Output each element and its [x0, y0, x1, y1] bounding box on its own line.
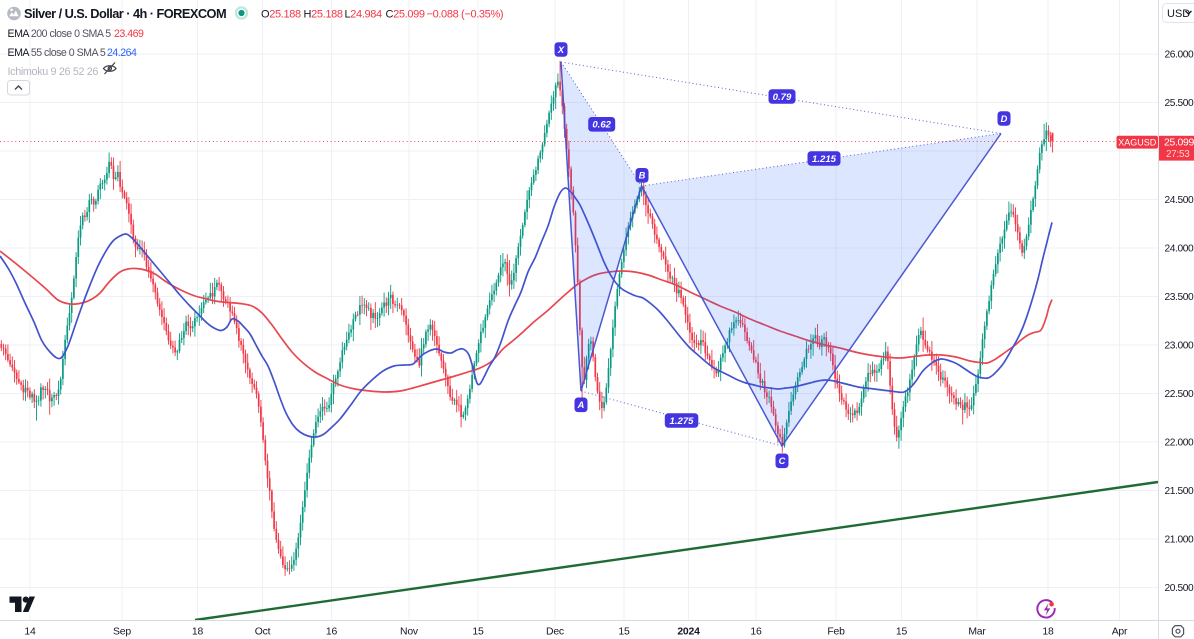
svg-text:16: 16 [750, 627, 762, 638]
svg-text:−0.088 (−0.35%): −0.088 (−0.35%) [427, 8, 504, 20]
svg-text:25.500: 25.500 [1165, 98, 1194, 109]
svg-text:O25.188: O25.188 [261, 8, 301, 20]
svg-text:24.500: 24.500 [1165, 195, 1194, 206]
svg-text:Mar: Mar [968, 627, 986, 638]
svg-text:Ichimoku 9 26 52 26: Ichimoku 9 26 52 26 [8, 66, 99, 78]
svg-text:21.500: 21.500 [1165, 486, 1194, 497]
svg-text:14: 14 [24, 627, 36, 638]
svg-text:22.500: 22.500 [1165, 389, 1194, 400]
svg-text:15: 15 [472, 627, 484, 638]
svg-text:EMA 200 close 0 SMA 5: EMA 200 close 0 SMA 5 [8, 28, 112, 40]
svg-text:H25.188: H25.188 [304, 8, 343, 20]
svg-text:23.469: 23.469 [114, 28, 144, 40]
svg-text:C25.099: C25.099 [386, 8, 425, 20]
svg-text:15: 15 [618, 627, 630, 638]
svg-text:16: 16 [326, 627, 338, 638]
svg-text:0.62: 0.62 [592, 120, 611, 131]
svg-text:Sep: Sep [113, 627, 131, 638]
svg-text:0.79: 0.79 [773, 92, 792, 103]
svg-text:2024: 2024 [677, 627, 700, 638]
svg-text:24.264: 24.264 [107, 47, 137, 59]
svg-text:18: 18 [1042, 627, 1054, 638]
svg-text:XAGUSD: XAGUSD [1118, 137, 1157, 147]
svg-text:Dec: Dec [546, 627, 564, 638]
svg-text:25.099: 25.099 [1164, 138, 1194, 149]
svg-text:L24.984: L24.984 [345, 8, 383, 20]
svg-text:USD: USD [1167, 8, 1190, 20]
svg-text:X: X [557, 45, 565, 55]
svg-text:20.500: 20.500 [1165, 583, 1194, 594]
svg-text:27:53: 27:53 [1166, 149, 1190, 160]
svg-text:1.215: 1.215 [812, 154, 837, 165]
svg-text:Nov: Nov [400, 627, 419, 638]
svg-text:Silver / U.S. Dollar · 4h · FO: Silver / U.S. Dollar · 4h · FOREXCOM [24, 6, 226, 21]
svg-text:EMA 55 close 0 SMA 5: EMA 55 close 0 SMA 5 [8, 47, 106, 59]
svg-text:D: D [1001, 114, 1008, 124]
svg-text:18: 18 [192, 627, 204, 638]
svg-text:22.000: 22.000 [1165, 438, 1194, 449]
svg-text:23.500: 23.500 [1165, 292, 1194, 303]
svg-text:21.000: 21.000 [1165, 535, 1194, 546]
svg-text:24.000: 24.000 [1165, 244, 1194, 255]
svg-text:26.000: 26.000 [1165, 50, 1194, 61]
svg-text:1.275: 1.275 [669, 416, 694, 427]
svg-text:Oct: Oct [255, 627, 271, 638]
svg-text:Feb: Feb [827, 627, 845, 638]
svg-text:Apr: Apr [1112, 627, 1128, 638]
svg-text:15: 15 [896, 627, 908, 638]
svg-text:A: A [577, 400, 585, 410]
svg-text:C: C [779, 456, 786, 466]
svg-text:B: B [639, 171, 646, 181]
svg-text:23.000: 23.000 [1165, 341, 1194, 352]
